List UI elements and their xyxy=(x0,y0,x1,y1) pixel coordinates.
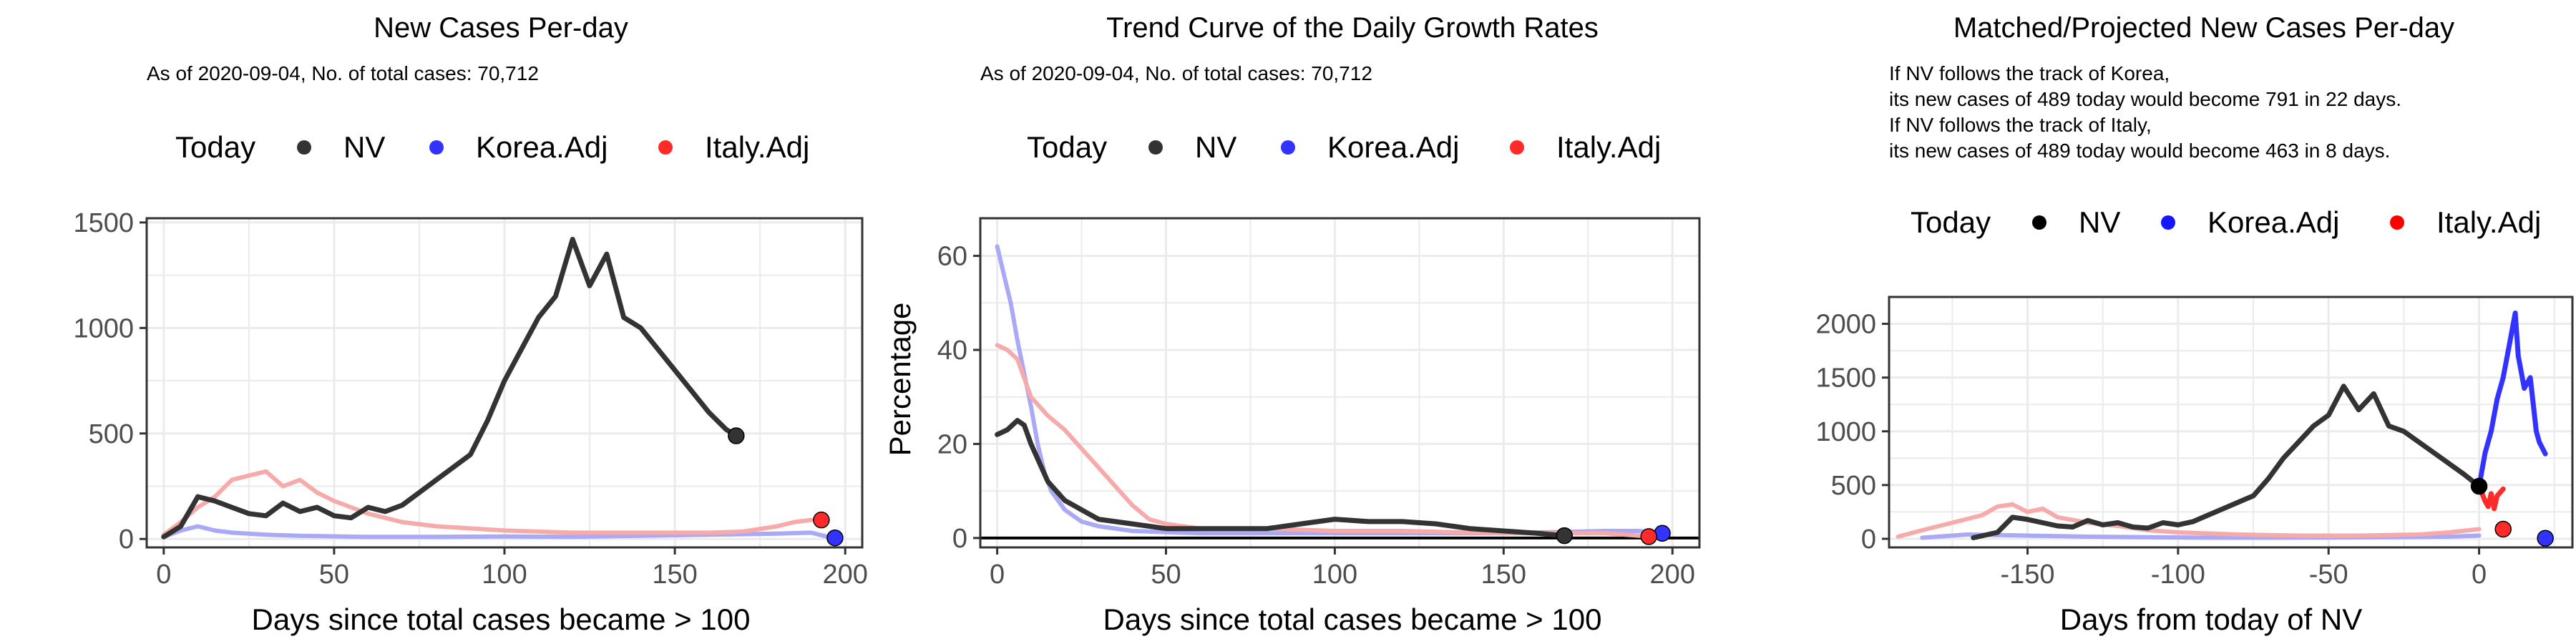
plot-border xyxy=(1888,296,2574,549)
legend-label-korea: Korea.Adj xyxy=(2207,205,2339,239)
chart-subtitle: As of 2020-09-04, No. of total cases: 70… xyxy=(980,62,1372,84)
y-tick-label: 1000 xyxy=(1815,417,1876,447)
plot-area: 0 50 100 150 200 0 500 1000 1500 xyxy=(73,208,867,590)
legend-key-italy xyxy=(2390,215,2404,230)
y-tick-label: 60 xyxy=(937,242,967,272)
y-tick-label: 1000 xyxy=(73,313,134,343)
legend: Today NV Korea.Adj Italy.Adj xyxy=(1027,130,1661,164)
y-tick-label: 500 xyxy=(89,419,134,449)
today-point-nv xyxy=(728,427,745,444)
y-tick-label: 0 xyxy=(952,524,967,554)
x-tick-label: 100 xyxy=(482,560,527,590)
chart-title: New Cases Per-day xyxy=(374,12,628,44)
legend-key-nv xyxy=(1148,140,1163,155)
legend-key-korea xyxy=(2161,215,2175,230)
series-line-nv xyxy=(1971,384,2482,540)
legend-label-italy: Italy.Adj xyxy=(705,130,809,164)
chart-subtitle: As of 2020-09-04, No. of total cases: 70… xyxy=(147,62,539,84)
today-point-korea-adj xyxy=(2537,530,2554,547)
today-point-nv xyxy=(1556,527,1574,545)
legend-label-nv: NV xyxy=(1195,130,1236,164)
series-line-korea-adj xyxy=(161,524,831,540)
x-tick-label: 50 xyxy=(319,560,349,590)
chart-subtitle-line: its new cases of 489 today would become … xyxy=(1889,88,2401,110)
x-axis-label: Days since total cases became > 100 xyxy=(1103,602,1602,636)
legend-key-korea xyxy=(429,140,444,155)
today-point-italy-adj xyxy=(2494,520,2512,538)
x-tick-label: 200 xyxy=(822,560,867,590)
legend-key-italy xyxy=(1510,140,1524,155)
y-tick-label: 0 xyxy=(119,525,134,555)
chart-title: Matched/Projected New Cases Per-day xyxy=(1953,12,2454,44)
legend-label-nv: NV xyxy=(2079,205,2120,239)
x-tick-label: 150 xyxy=(1481,560,1526,590)
series-line-nv xyxy=(995,418,1567,539)
today-point-nv xyxy=(2470,477,2488,495)
panel-matched-projected: Matched/Projected New Cases Per-day If N… xyxy=(1815,12,2574,636)
x-tick-label: 100 xyxy=(1312,560,1357,590)
chart-subtitle-line: If NV follows the track of Korea, xyxy=(1889,62,2170,84)
x-tick-label: 50 xyxy=(1151,560,1181,590)
series-line-nv xyxy=(161,237,739,540)
x-axis-label: Days since total cases became > 100 xyxy=(252,602,751,636)
y-axis-label: Percentage xyxy=(883,303,917,457)
series-line-korea-adj xyxy=(1920,532,2482,540)
series-line-italy-adj xyxy=(995,343,1652,539)
plot-border xyxy=(979,217,1701,549)
x-tick-label: 200 xyxy=(1650,560,1695,590)
legend-key-nv xyxy=(2032,215,2046,230)
series-line-italy-adj xyxy=(161,469,814,537)
legend-label-korea: Korea.Adj xyxy=(476,130,608,164)
x-tick-label: -100 xyxy=(2151,560,2205,590)
chart-subtitle-line: its new cases of 489 today would become … xyxy=(1889,140,2390,162)
plot-background xyxy=(980,218,1699,547)
legend-key-nv xyxy=(297,140,311,155)
legend-key-italy xyxy=(658,140,673,155)
series-line-italy-adj-projection xyxy=(2477,484,2506,512)
y-tick-label: 500 xyxy=(1831,471,1876,501)
legend: Today NV Korea.Adj Italy.Adj xyxy=(1911,205,2541,239)
panel-new-cases-per-day: New Cases Per-day As of 2020-09-04, No. … xyxy=(73,12,867,636)
x-tick-label: 0 xyxy=(2472,560,2487,590)
y-tick-label: 40 xyxy=(937,336,967,366)
today-point-italy-adj xyxy=(813,511,830,529)
panel-growth-rates: Trend Curve of the Daily Growth Rates As… xyxy=(883,12,1701,636)
today-point-italy-adj xyxy=(1640,528,1657,545)
y-tick-label: 1500 xyxy=(73,208,134,238)
series-line-korea-adj-projection xyxy=(2477,311,2548,489)
plot-area: 0 50 100 150 200 0 20 40 60 xyxy=(937,217,1701,590)
x-tick-label: 150 xyxy=(652,560,697,590)
today-point-korea-adj xyxy=(826,529,844,547)
y-tick-label: 2000 xyxy=(1815,310,1876,340)
legend: Today NV Korea.Adj Italy.Adj xyxy=(175,130,809,164)
y-tick-label: 1500 xyxy=(1815,364,1876,394)
legend-key-korea xyxy=(1281,140,1295,155)
legend-label-italy: Italy.Adj xyxy=(1556,130,1661,164)
legend-label-korea: Korea.Adj xyxy=(1327,130,1459,164)
legend-label-nv: NV xyxy=(343,130,385,164)
legend-title: Today xyxy=(175,130,255,164)
x-tick-label: -150 xyxy=(2000,560,2054,590)
x-tick-label: -50 xyxy=(2309,560,2348,590)
x-axis-label: Days from today of NV xyxy=(2060,602,2362,636)
y-tick-label: 0 xyxy=(1861,525,1876,555)
chart-title: Trend Curve of the Daily Growth Rates xyxy=(1106,12,1599,44)
legend-title: Today xyxy=(1027,130,1107,164)
legend-label-italy: Italy.Adj xyxy=(2436,205,2541,239)
legend-title: Today xyxy=(1911,205,1991,239)
chart-subtitle-line: If NV follows the track of Italy, xyxy=(1889,114,2152,136)
x-tick-label: 0 xyxy=(990,560,1005,590)
plot-area: -150 -100 -50 0 0 500 1000 1500 2000 xyxy=(1815,296,2574,590)
y-tick-label: 20 xyxy=(937,429,967,459)
x-tick-label: 0 xyxy=(156,560,171,590)
